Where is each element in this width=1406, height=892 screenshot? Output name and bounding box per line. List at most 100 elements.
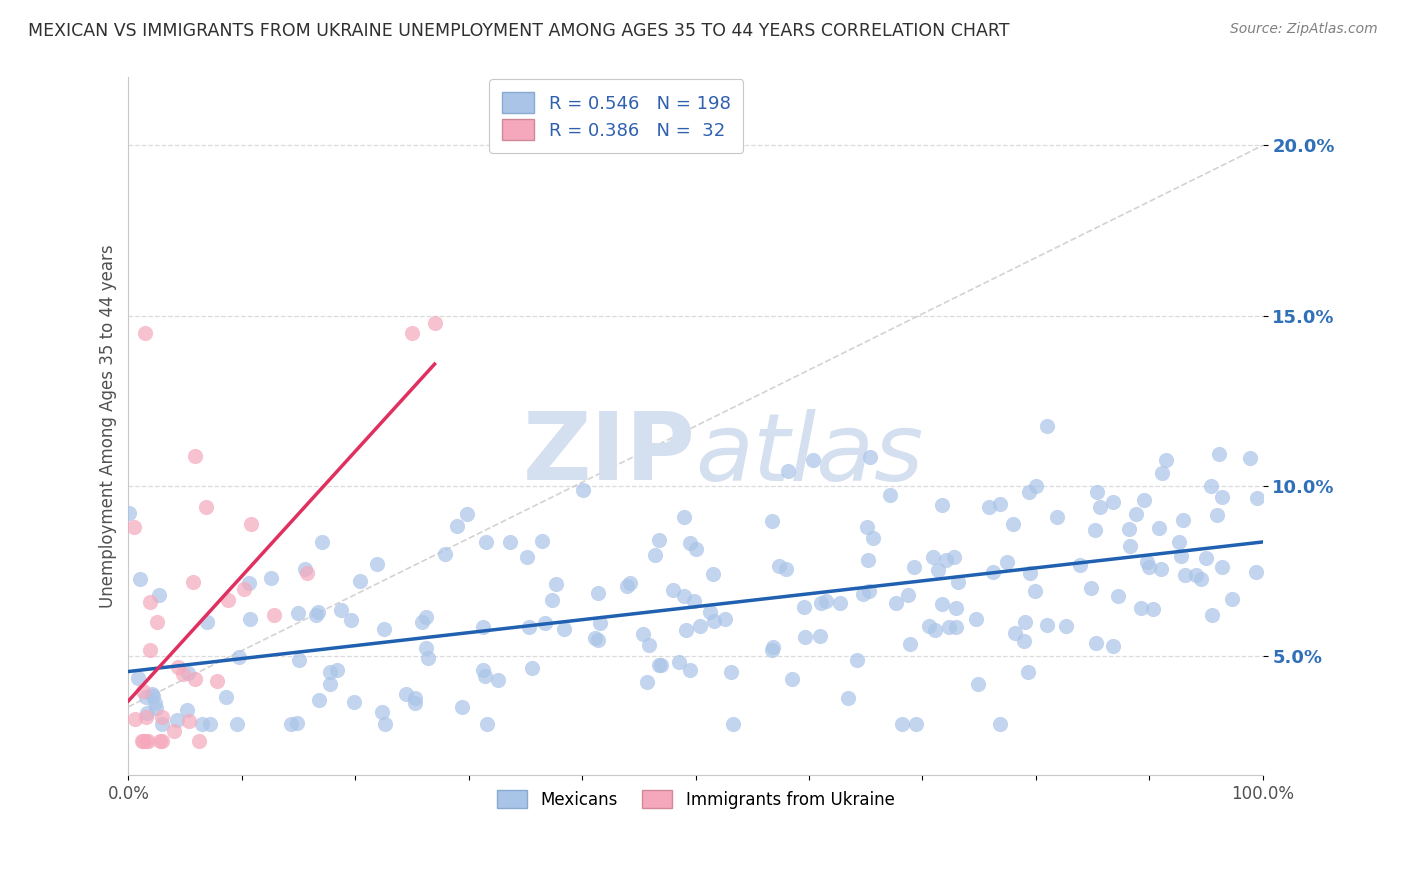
Text: ZIP: ZIP [523,408,696,500]
Point [472,663,495,677]
Point [263,607,285,622]
Point [981,566,1004,580]
Point [135,733,157,747]
Point [176,703,198,717]
Point [1136,555,1159,569]
Point [238,576,260,591]
Point [288,653,311,667]
Point [1045,510,1067,524]
Point [965,611,987,625]
Point [935,553,957,567]
Point [326,663,349,677]
Point [650,657,672,672]
Point [714,612,737,626]
Point [761,642,783,657]
Point [927,563,949,577]
Point [1018,485,1040,500]
Point [232,582,254,596]
Point [129,572,152,586]
Point [239,612,262,626]
Point [404,697,426,711]
Point [184,450,207,464]
Point [810,596,832,610]
Point [418,651,440,665]
Point [349,574,371,588]
Point [516,550,538,565]
Point [761,514,783,528]
Point [451,699,474,714]
Point [145,701,167,715]
Point [166,714,188,728]
Point [139,595,162,609]
Point [474,669,496,683]
Point [181,574,204,589]
Point [343,695,366,709]
Point [898,638,921,652]
Point [1118,522,1140,536]
Point [815,593,838,607]
Point [931,499,953,513]
Point [801,453,824,467]
Point [415,610,437,624]
Point [683,594,706,608]
Point [1170,549,1192,563]
Point [135,690,157,705]
Point [1205,508,1227,522]
Point [917,619,939,633]
Point [1171,513,1194,527]
Point [187,733,209,747]
Point [190,716,212,731]
Point [648,533,671,547]
Point [862,531,884,545]
Point [924,624,946,638]
Point [1101,639,1123,653]
Point [1084,524,1107,538]
Point [793,599,815,614]
Point [240,517,263,532]
Point [616,579,638,593]
Point [374,716,396,731]
Point [762,640,785,655]
Point [793,630,815,644]
Point [477,716,499,731]
Point [122,519,145,533]
Point [294,562,316,576]
Point [135,709,157,723]
Point [879,488,901,502]
Point [1150,562,1173,576]
Point [775,562,797,576]
Point [636,674,658,689]
Point [1017,665,1039,679]
Point [295,566,318,581]
Point [1085,636,1108,650]
Point [530,533,553,548]
Point [318,665,340,680]
Point [1239,451,1261,466]
Point [1244,566,1267,580]
Point [1036,618,1059,632]
Point [675,623,697,637]
Point [330,603,353,617]
Point [205,673,228,688]
Point [134,326,156,340]
Point [307,605,329,619]
Point [131,733,153,747]
Point [1199,479,1222,493]
Point [1208,447,1230,461]
Point [852,587,875,601]
Legend: Mexicans, Immigrants from Ukraine: Mexicans, Immigrants from Ukraine [489,784,901,815]
Point [668,655,690,669]
Point [644,548,666,562]
Point [136,706,159,720]
Point [177,714,200,728]
Text: MEXICAN VS IMMIGRANTS FROM UKRAINE UNEMPLOYMENT AMONG AGES 35 TO 44 YEARS CORREL: MEXICAN VS IMMIGRANTS FROM UKRAINE UNEMP… [28,22,1010,40]
Point [945,619,967,633]
Point [132,684,155,698]
Text: atlas: atlas [696,409,924,500]
Point [1024,584,1046,599]
Point [141,688,163,702]
Point [319,677,342,691]
Point [1018,566,1040,580]
Point [1107,589,1129,603]
Point [721,716,744,731]
